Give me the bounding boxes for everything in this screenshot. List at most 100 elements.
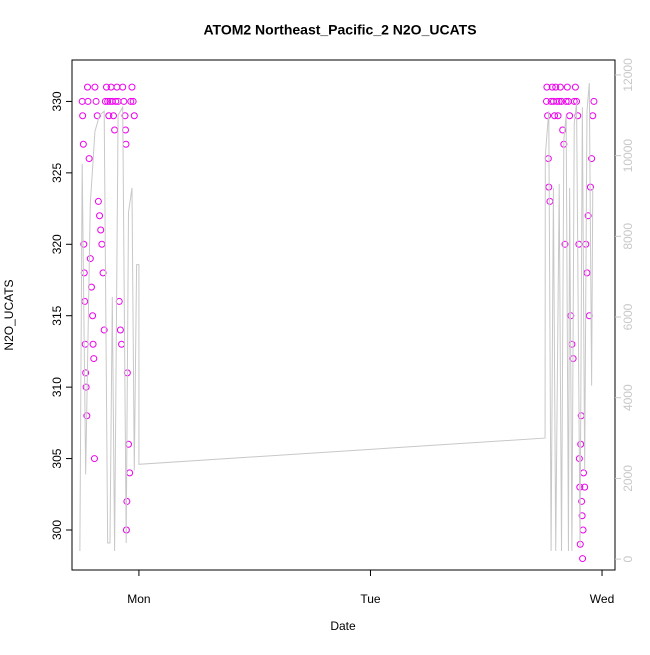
point bbox=[103, 83, 111, 91]
point bbox=[78, 97, 86, 105]
point bbox=[579, 526, 587, 534]
point bbox=[84, 83, 92, 91]
point bbox=[99, 269, 107, 277]
x-tick-label: Wed bbox=[590, 592, 614, 606]
point bbox=[554, 112, 562, 120]
y2-tick-label: 6000 bbox=[621, 303, 635, 330]
y2-tick-label: 2000 bbox=[621, 465, 635, 492]
point bbox=[101, 97, 109, 105]
y-tick-label: 315 bbox=[50, 305, 64, 325]
point bbox=[82, 383, 90, 391]
y2-tick-label: 0 bbox=[621, 555, 635, 562]
point bbox=[90, 455, 98, 463]
y2-tick-label: 8000 bbox=[621, 223, 635, 250]
point bbox=[109, 112, 117, 120]
point bbox=[89, 340, 97, 348]
point bbox=[566, 112, 574, 120]
point bbox=[122, 140, 130, 148]
y2-tick-label: 10000 bbox=[621, 139, 635, 173]
point bbox=[100, 326, 108, 334]
point bbox=[544, 112, 552, 120]
point bbox=[556, 83, 564, 91]
point bbox=[579, 555, 587, 563]
point bbox=[558, 97, 566, 105]
point bbox=[119, 83, 127, 91]
point bbox=[120, 97, 128, 105]
point bbox=[80, 269, 88, 277]
point bbox=[129, 97, 137, 105]
point bbox=[551, 112, 559, 120]
point bbox=[128, 83, 136, 91]
point bbox=[590, 97, 598, 105]
point bbox=[113, 83, 121, 91]
point bbox=[578, 512, 586, 520]
point bbox=[571, 83, 579, 91]
point bbox=[111, 126, 119, 134]
y-tick-label: 320 bbox=[50, 234, 64, 254]
point bbox=[127, 97, 135, 105]
point bbox=[84, 97, 92, 105]
point bbox=[555, 97, 563, 105]
point bbox=[115, 297, 123, 305]
y-axis-label: N2O_UCATS bbox=[2, 279, 16, 350]
point bbox=[548, 83, 556, 91]
y-tick-label: 305 bbox=[50, 448, 64, 468]
point bbox=[92, 97, 100, 105]
point bbox=[552, 83, 560, 91]
point bbox=[578, 497, 586, 505]
x-axis-label: Date bbox=[330, 619, 356, 633]
y-tick-label: 325 bbox=[50, 163, 64, 183]
point bbox=[121, 112, 129, 120]
point bbox=[80, 240, 88, 248]
y2-tick-label: 4000 bbox=[621, 384, 635, 411]
x-tick-label: Mon bbox=[127, 592, 150, 606]
y-tick-label: 330 bbox=[50, 91, 64, 111]
point bbox=[562, 97, 570, 105]
point bbox=[543, 83, 551, 91]
point bbox=[97, 226, 105, 234]
point bbox=[85, 155, 93, 163]
point bbox=[544, 155, 552, 163]
point bbox=[581, 483, 589, 491]
point bbox=[542, 97, 550, 105]
point bbox=[86, 255, 94, 263]
point bbox=[589, 112, 597, 120]
point bbox=[561, 240, 569, 248]
point bbox=[104, 97, 112, 105]
point bbox=[575, 240, 583, 248]
point bbox=[563, 83, 571, 91]
chart-title: ATOM2 Northeast_Pacific_2 N2O_UCATS bbox=[203, 22, 476, 38]
point bbox=[116, 326, 124, 334]
plot-frame bbox=[71, 59, 616, 571]
point bbox=[82, 369, 90, 377]
y2-tick-label: 12000 bbox=[621, 58, 635, 92]
point bbox=[580, 469, 588, 477]
y-tick-label: 310 bbox=[50, 377, 64, 397]
point bbox=[553, 97, 561, 105]
point bbox=[130, 112, 138, 120]
point bbox=[79, 140, 87, 148]
line bbox=[79, 82, 594, 552]
point bbox=[90, 355, 98, 363]
point bbox=[89, 312, 97, 320]
point bbox=[81, 297, 89, 305]
point bbox=[96, 212, 104, 220]
point bbox=[93, 112, 101, 120]
point bbox=[105, 112, 113, 120]
point bbox=[570, 97, 578, 105]
point bbox=[583, 269, 591, 277]
point bbox=[568, 340, 576, 348]
point bbox=[559, 126, 567, 134]
point bbox=[81, 340, 89, 348]
point bbox=[79, 112, 87, 120]
x-tick-label: Tue bbox=[360, 592, 381, 606]
point bbox=[126, 469, 134, 477]
point bbox=[98, 240, 106, 248]
point bbox=[584, 212, 592, 220]
point bbox=[118, 340, 126, 348]
point bbox=[546, 197, 554, 205]
y-tick-label: 300 bbox=[50, 520, 64, 540]
point bbox=[588, 155, 596, 163]
